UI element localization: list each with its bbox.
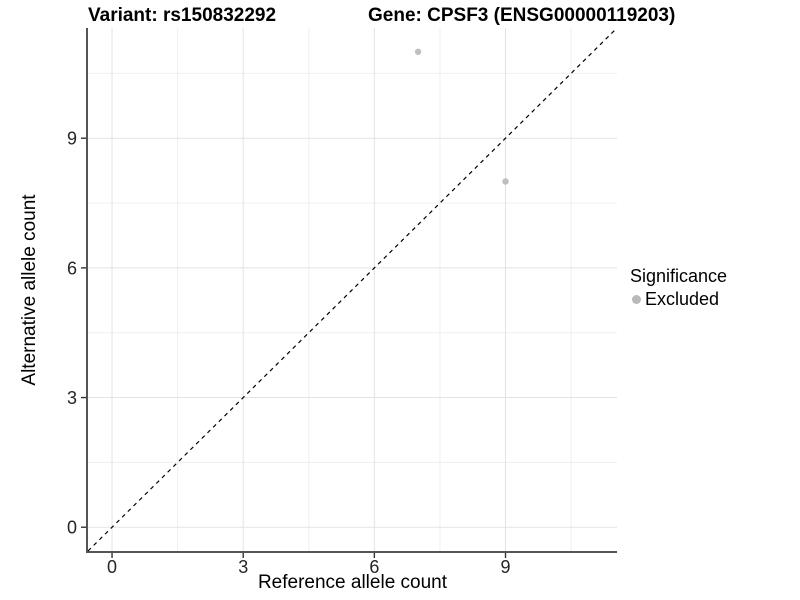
y-tick-label: 9 — [67, 129, 77, 149]
variant-title: Variant: rs150832292 — [88, 5, 277, 26]
x-tick-label: 0 — [107, 557, 117, 577]
legend: Significance Excluded — [630, 266, 727, 310]
legend-entry: Excluded — [630, 289, 727, 310]
gene-title: Gene: CPSF3 (ENSG00000119203) — [368, 5, 676, 26]
legend-entries: Excluded — [630, 289, 727, 310]
y-axis-title: Alternative allele count — [19, 194, 40, 386]
data-point — [502, 178, 509, 185]
legend-entry-label: Excluded — [645, 289, 720, 309]
y-tick-label: 6 — [67, 258, 77, 278]
x-tick-label: 9 — [501, 557, 511, 577]
legend-title: Significance — [630, 266, 728, 286]
legend-point-icon — [632, 295, 641, 304]
y-tick-label: 0 — [67, 518, 77, 538]
x-tick-label: 6 — [369, 557, 379, 577]
x-tick-label: 3 — [238, 557, 248, 577]
identity-dashed-line — [87, 27, 618, 552]
x-axis-title: Reference allele count — [257, 572, 448, 593]
data-point — [414, 48, 422, 55]
y-tick-label: 3 — [67, 388, 77, 408]
